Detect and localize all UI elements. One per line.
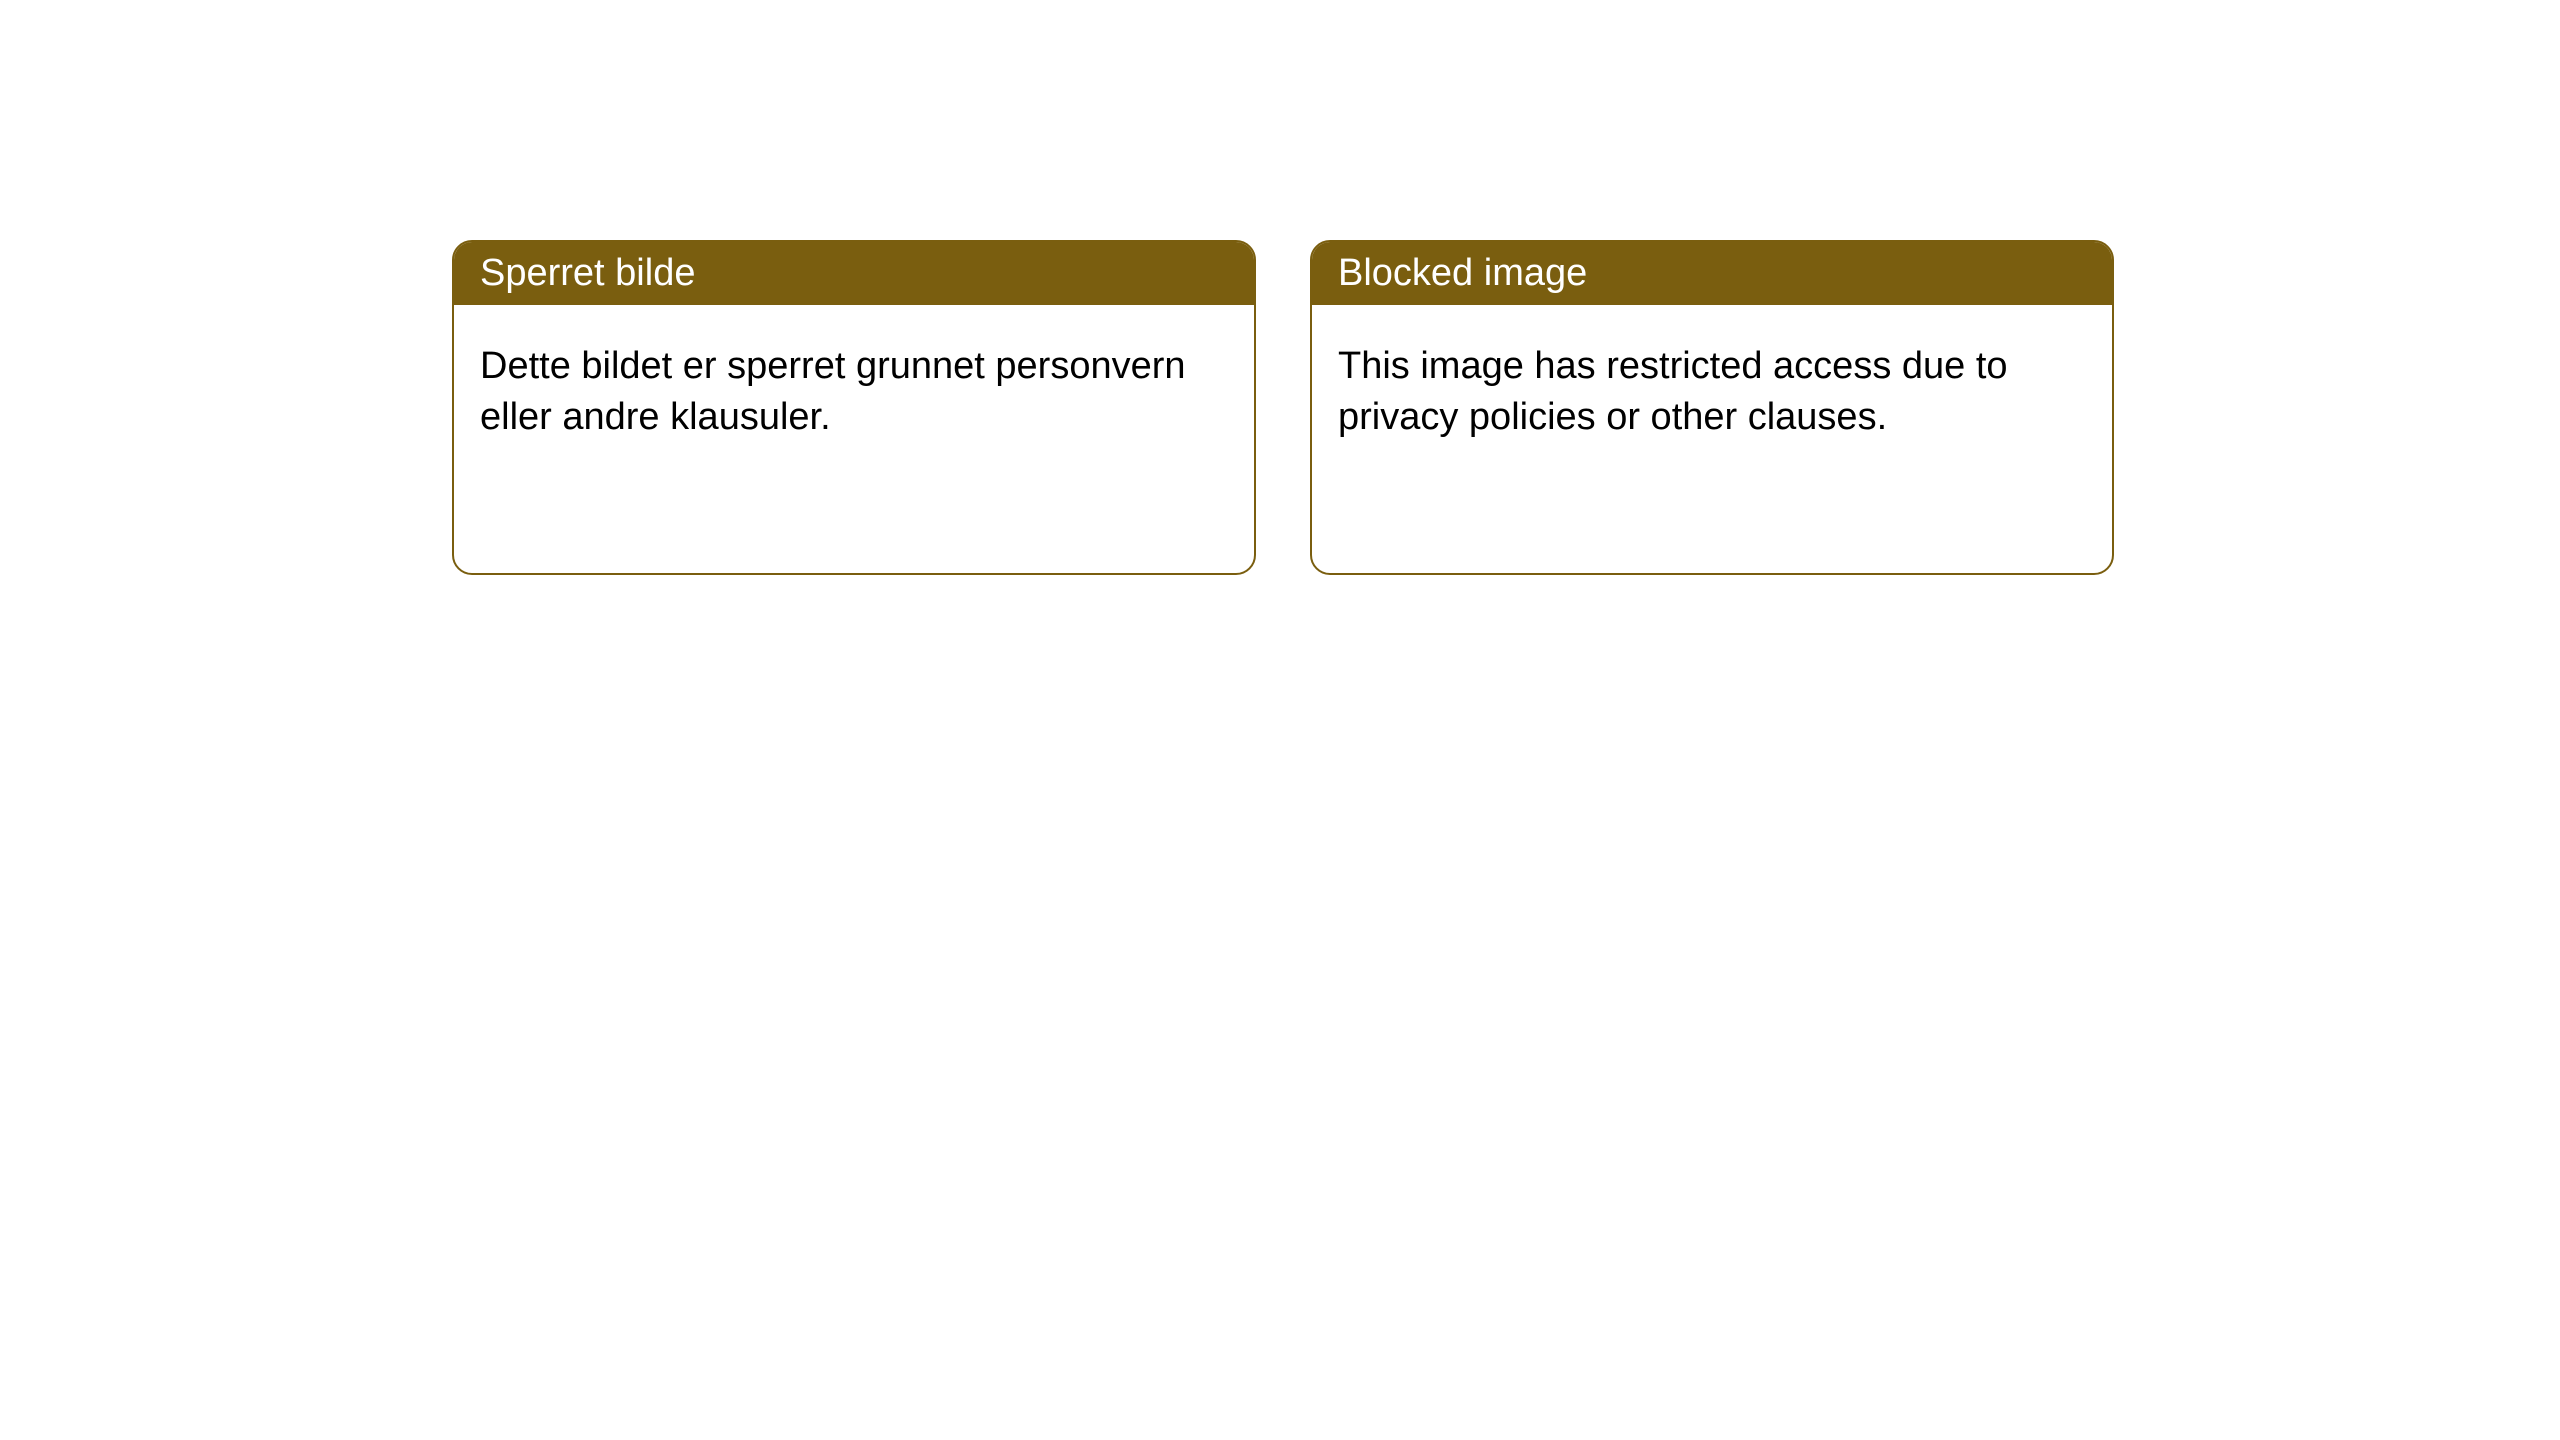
card-header-no: Sperret bilde [454,242,1254,305]
card-header-en: Blocked image [1312,242,2112,305]
card-body-no: Dette bildet er sperret grunnet personve… [454,305,1254,480]
card-body-text-en: This image has restricted access due to … [1338,345,2008,438]
blocked-image-card-en: Blocked image This image has restricted … [1310,240,2114,575]
card-title-en: Blocked image [1338,252,1587,294]
card-body-text-no: Dette bildet er sperret grunnet personve… [480,345,1186,438]
blocked-image-card-no: Sperret bilde Dette bildet er sperret gr… [452,240,1256,575]
card-title-no: Sperret bilde [480,252,695,294]
cards-container: Sperret bilde Dette bildet er sperret gr… [0,0,2560,575]
card-body-en: This image has restricted access due to … [1312,305,2112,480]
